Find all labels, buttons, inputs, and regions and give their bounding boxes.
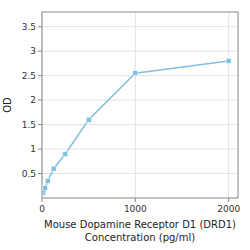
x-axis-label-line: Concentration (pg/ml) [85, 232, 195, 243]
marker [133, 71, 138, 76]
x-tick [42, 198, 43, 202]
y-grid-line [42, 124, 238, 125]
y-tick [38, 26, 42, 27]
y-tick [38, 100, 42, 101]
x-tick [228, 198, 229, 202]
x-axis-label: Mouse Dopamine Receptor D1 (DRD1) Concent… [44, 219, 236, 243]
y-tick-label: 2 [30, 95, 36, 105]
x-tick-label: 2000 [217, 204, 240, 214]
y-grid-line [42, 149, 238, 150]
y-grid-line [42, 51, 238, 52]
x-axis-label-line: Mouse Dopamine Receptor D1 (DRD1) [44, 219, 236, 230]
line [43, 61, 229, 193]
y-tick-label: 3.5 [22, 22, 36, 32]
y-grid-line [42, 100, 238, 101]
grid [42, 12, 238, 198]
plot-area [42, 12, 238, 198]
series [42, 58, 231, 195]
x-grid-line [135, 12, 136, 198]
y-tick-label: 1 [30, 144, 36, 154]
y-grid-line [42, 26, 238, 27]
marker [63, 151, 68, 156]
x-tick-label: 0 [39, 204, 45, 214]
y-tick [38, 75, 42, 76]
y-tick-label: 2.5 [22, 71, 36, 81]
y-tick [38, 173, 42, 174]
y-tick [38, 124, 42, 125]
y-grid-line [42, 75, 238, 76]
chart: 0 1000 2000 0.5 1 1.5 2 2.5 3 3.5 Mouse Dopamine R… [0, 0, 250, 250]
y-tick-label: 0.5 [22, 169, 36, 179]
marker [86, 117, 91, 122]
x-tick-label: 1000 [124, 204, 147, 214]
x-tick [135, 198, 136, 202]
y-axis-label: OD [2, 97, 13, 113]
y-grid-line [42, 173, 238, 174]
plot-frame [42, 12, 238, 198]
marker [51, 166, 56, 171]
axes: 0 1000 2000 0.5 1 1.5 2 2.5 3 3.5 [22, 12, 241, 214]
y-tick-label: 1.5 [22, 120, 36, 130]
y-tick [38, 51, 42, 52]
y-tick-label: 3 [30, 46, 36, 56]
marker [226, 58, 231, 63]
marker [42, 186, 47, 191]
y-tick [38, 149, 42, 150]
marker [45, 178, 50, 183]
x-grid-line [228, 12, 229, 198]
